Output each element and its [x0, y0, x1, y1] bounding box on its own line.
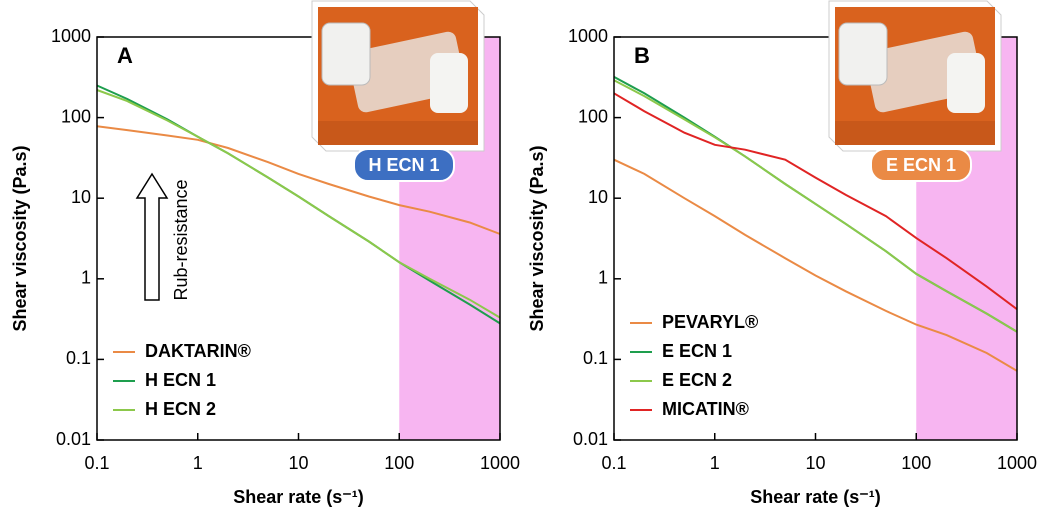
y-tick-label: 1000 — [568, 26, 608, 46]
inset-badge — [353, 148, 455, 182]
legend-label: E ECN 2 — [662, 370, 732, 390]
legend-label: H ECN 2 — [145, 399, 216, 419]
y-tick-label: 0.01 — [56, 429, 91, 449]
data-line — [613, 79, 1018, 333]
y-tick-label: 1 — [598, 268, 608, 288]
photo-table — [835, 121, 995, 145]
jar-cap — [838, 22, 888, 86]
legend-label: DAKTARIN® — [145, 341, 251, 361]
x-axis-label: Shear rate (s⁻¹) — [750, 487, 881, 507]
x-tick-label: 100 — [901, 453, 931, 473]
photo-table — [318, 121, 478, 145]
panel-label: A — [117, 43, 133, 68]
y-tick-label: 1 — [81, 268, 91, 288]
y-axis-label: Shear viscosity (Pa.s) — [527, 145, 547, 331]
data-line — [613, 158, 1018, 372]
y-tick-label: 100 — [61, 106, 91, 126]
data-line — [96, 89, 501, 319]
y-tick-label: 100 — [578, 106, 608, 126]
y-tick-label: 10 — [588, 187, 608, 207]
y-tick-label: 0.1 — [583, 348, 608, 368]
y-tick-label: 0.1 — [66, 348, 91, 368]
inset-photo — [828, 0, 1002, 152]
inset-label: H ECN 1 — [368, 155, 439, 175]
y-axis-label: Shear viscosity (Pa.s) — [10, 145, 30, 331]
data-line — [96, 125, 501, 235]
data-line — [613, 92, 1018, 311]
x-tick-label: 1000 — [480, 453, 520, 473]
annotation-arrow — [135, 172, 169, 301]
y-tick-label: 0.01 — [573, 429, 608, 449]
x-tick-label: 0.1 — [84, 453, 109, 473]
x-tick-label: 1000 — [997, 453, 1037, 473]
y-tick-label: 1000 — [51, 26, 91, 46]
annotation: Rub-resistance — [171, 179, 191, 300]
x-tick-label: 1 — [193, 453, 203, 473]
x-tick-label: 10 — [805, 453, 825, 473]
panel-label: B — [634, 43, 650, 68]
x-tick-label: 0.1 — [601, 453, 626, 473]
legend-label: MICATIN® — [662, 399, 749, 419]
legend-label: PEVARYL® — [662, 312, 758, 332]
inset-photo — [311, 0, 485, 152]
legend-label: E ECN 1 — [662, 341, 732, 361]
inset-badge — [870, 148, 972, 182]
y-tick-label: 10 — [71, 187, 91, 207]
jar-base — [430, 53, 468, 113]
jar-cap — [321, 22, 371, 86]
x-tick-label: 10 — [288, 453, 308, 473]
legend-label: H ECN 1 — [145, 370, 216, 390]
x-axis-label: Shear rate (s⁻¹) — [233, 487, 364, 507]
x-tick-label: 1 — [710, 453, 720, 473]
x-tick-label: 100 — [384, 453, 414, 473]
jar-base — [947, 53, 985, 113]
inset-label: E ECN 1 — [886, 155, 956, 175]
